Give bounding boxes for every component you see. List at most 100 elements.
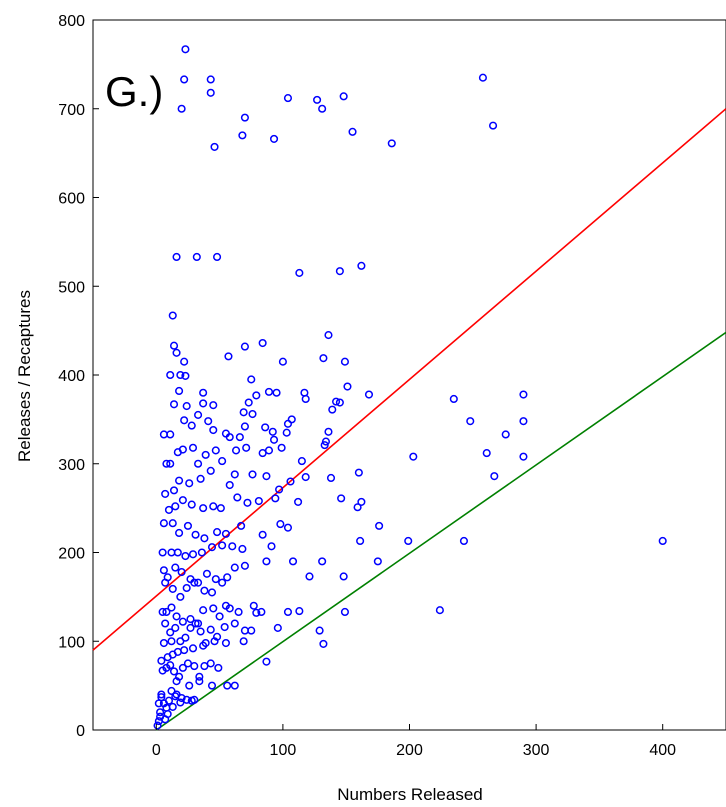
data-point [194, 619, 203, 628]
data-point [157, 656, 166, 665]
data-point [262, 557, 271, 566]
data-point [194, 578, 203, 587]
data-point [168, 311, 177, 320]
data-point [328, 405, 337, 414]
x-tick-label: 200 [396, 742, 423, 759]
data-point [207, 588, 217, 597]
data-point [478, 73, 487, 82]
data-point [275, 485, 284, 494]
data-point [163, 709, 172, 719]
data-point [176, 698, 185, 707]
data-point [519, 390, 528, 399]
data-point [199, 641, 208, 650]
data-point [239, 637, 248, 646]
data-point [354, 468, 363, 477]
data-point [268, 427, 277, 436]
data-point [262, 657, 271, 666]
data-point [171, 563, 180, 572]
data-point [195, 677, 204, 686]
regression-lines [92, 108, 726, 731]
data-point [182, 583, 191, 593]
data-point [239, 408, 248, 417]
data-point [200, 534, 209, 543]
data-point [153, 721, 162, 730]
data-point [166, 628, 175, 637]
data-point [158, 607, 167, 617]
data-point [230, 619, 239, 628]
data-point [204, 417, 213, 426]
data-point [158, 548, 167, 557]
data-point [324, 427, 333, 436]
data-point [240, 113, 249, 122]
data-point [272, 388, 281, 397]
data-point [252, 391, 261, 400]
data-point [343, 382, 352, 391]
data-point [164, 505, 174, 514]
data-point [261, 423, 270, 432]
data-points [153, 45, 667, 730]
data-point [301, 394, 310, 404]
data-point [339, 92, 348, 101]
data-point [218, 457, 227, 466]
data-point [277, 443, 286, 452]
data-point [286, 477, 295, 486]
data-point [234, 607, 243, 617]
data-point [188, 443, 198, 452]
data-point [196, 627, 205, 636]
data-point [206, 75, 215, 84]
data-point [267, 542, 276, 551]
data-point [178, 663, 187, 672]
data-point [319, 354, 328, 363]
data-point [228, 542, 237, 551]
data-point [194, 459, 203, 468]
data-point [326, 473, 336, 483]
data-point [171, 623, 180, 632]
data-point [218, 541, 227, 550]
data-point [278, 357, 287, 366]
y-tick-label: 0 [76, 723, 85, 740]
data-point [167, 637, 176, 646]
data-point [159, 430, 168, 439]
data-point [225, 604, 234, 613]
data-point [213, 528, 222, 537]
y-tick-label: 600 [58, 191, 85, 208]
data-point [180, 416, 189, 425]
data-point [466, 417, 475, 426]
data-point [271, 494, 280, 503]
data-point [182, 402, 191, 411]
data-point [482, 449, 491, 458]
data-point [180, 75, 189, 84]
data-point [185, 681, 194, 690]
data-point [169, 400, 179, 409]
data-point [186, 623, 195, 632]
data-point [340, 607, 349, 617]
data-point [187, 421, 196, 430]
data-point [337, 494, 346, 503]
data-point [244, 398, 253, 407]
data-point [167, 686, 176, 696]
data-point [218, 578, 227, 587]
data-point [262, 472, 271, 481]
data-point [161, 489, 170, 498]
data-point [175, 476, 184, 485]
data-point [225, 481, 234, 490]
data-point [404, 536, 413, 546]
data-point [172, 677, 181, 686]
data-point [169, 667, 179, 676]
data-point [247, 375, 256, 384]
data-point [315, 626, 324, 635]
data-point [176, 592, 185, 601]
data-point [243, 498, 252, 507]
data-point [318, 104, 327, 113]
data-point [295, 268, 304, 277]
x-axis-ticks: 0 100 200 300 400 [152, 724, 676, 759]
data-point [171, 502, 180, 511]
data-point [187, 500, 196, 509]
data-point [188, 550, 198, 559]
data-point [287, 415, 296, 424]
data-point [209, 604, 218, 613]
data-point [206, 625, 215, 634]
data-point [171, 692, 180, 701]
data-point [501, 430, 510, 439]
data-point [210, 142, 219, 151]
